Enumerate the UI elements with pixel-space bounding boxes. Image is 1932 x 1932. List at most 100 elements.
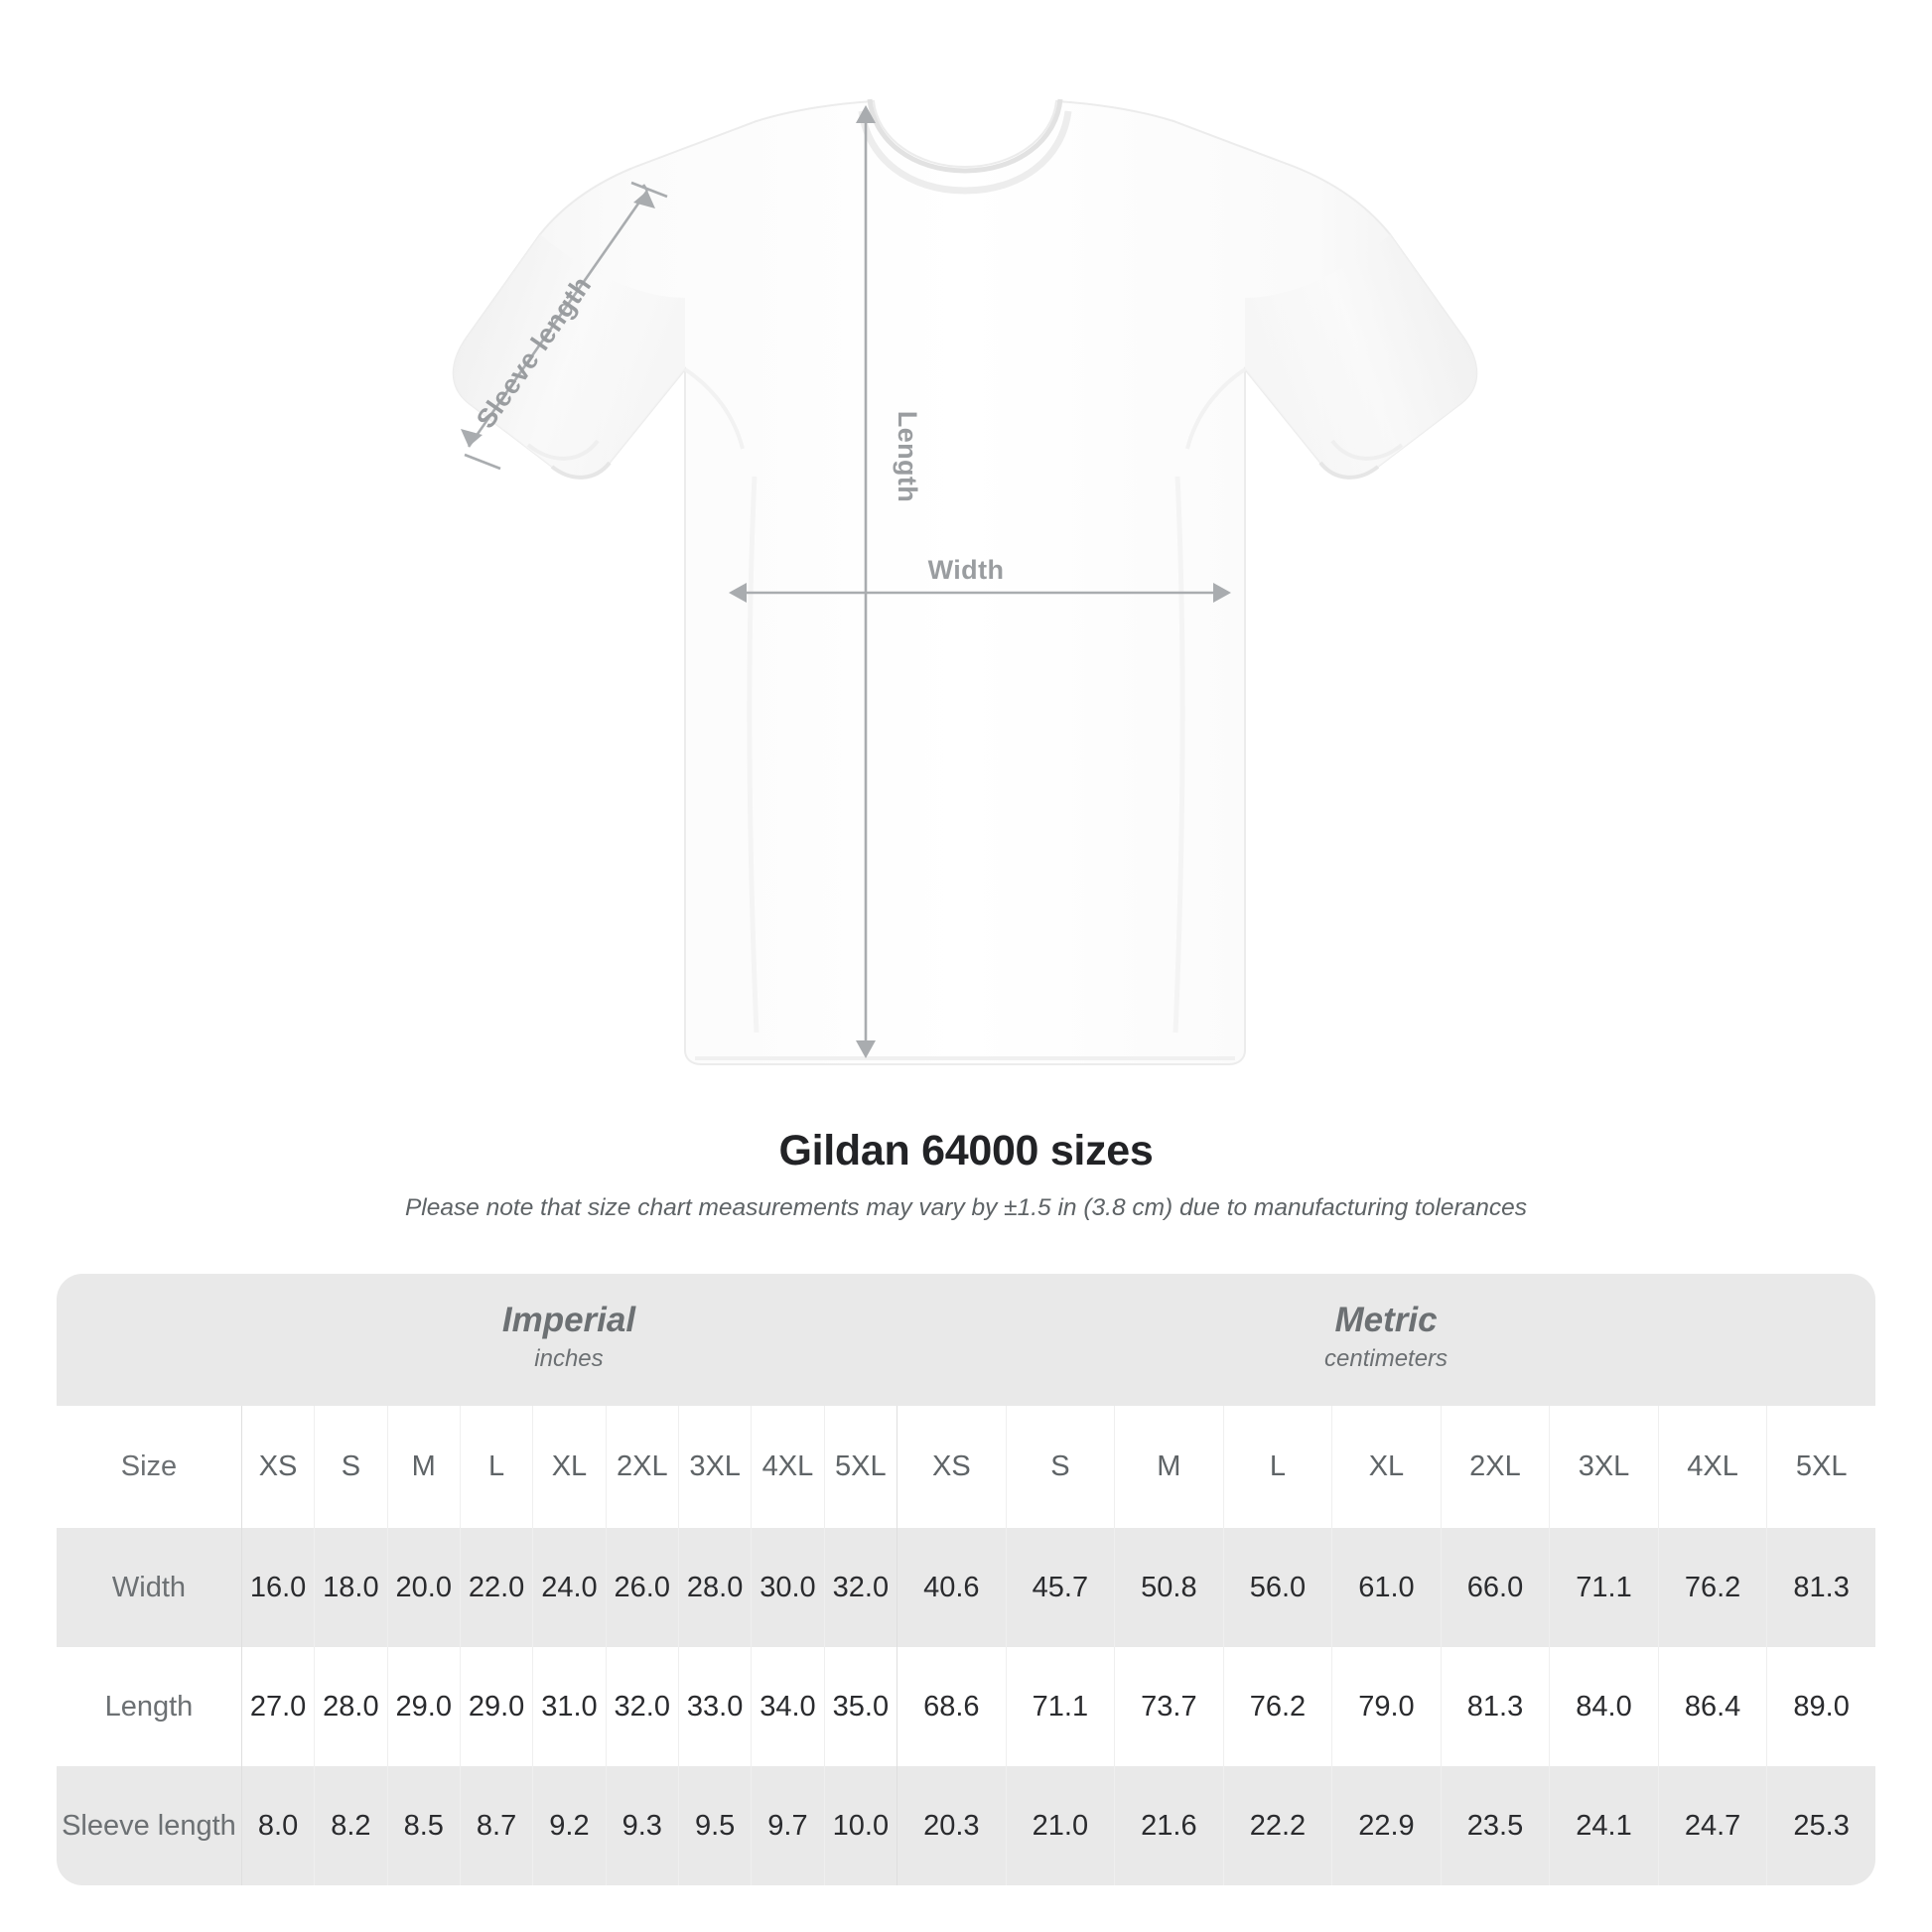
row-label-size: Size [57,1406,241,1528]
cell-length-metric-xl: 79.0 [1331,1647,1441,1766]
size-header-imperial-s: S [314,1406,387,1528]
cell-length-metric-xs: 68.6 [897,1647,1006,1766]
cell-sleeve-imperial-3xl: 9.5 [677,1766,752,1885]
cell-sleeve-metric-xl: 22.9 [1331,1766,1441,1885]
tolerance-note: Please note that size chart measurements… [404,1194,1528,1221]
unit-name-imperial: Imperial [501,1301,636,1340]
size-header-metric-4xl: 4XL [1657,1406,1767,1528]
cell-width-imperial-2xl: 26.0 [605,1528,678,1647]
cell-width-metric-xl: 61.0 [1331,1528,1441,1647]
size-header-metric-l: L [1222,1406,1332,1528]
cell-width-metric-xs: 40.6 [897,1528,1006,1647]
cell-width-imperial-xs: 16.0 [240,1528,315,1647]
cell-sleeve-imperial-5xl: 10.0 [823,1766,897,1885]
size-header-metric-2xl: 2XL [1440,1406,1550,1528]
cell-width-imperial-5xl: 32.0 [823,1528,897,1647]
cell-width-imperial-3xl: 28.0 [677,1528,752,1647]
cell-sleeve-imperial-xl: 9.2 [532,1766,606,1885]
cell-width-metric-l: 56.0 [1222,1528,1332,1647]
size-header-imperial-5xl: 5XL [823,1406,897,1528]
cell-length-imperial-4xl: 34.0 [751,1647,824,1766]
size-header-imperial-3xl: 3XL [677,1406,752,1528]
size-header-metric-xs: XS [897,1406,1006,1528]
cell-length-metric-2xl: 81.3 [1440,1647,1550,1766]
cell-length-imperial-l: 29.0 [459,1647,533,1766]
cell-width-metric-2xl: 66.0 [1440,1528,1550,1647]
cell-length-metric-m: 73.7 [1114,1647,1223,1766]
cell-sleeve-imperial-m: 8.5 [386,1766,460,1885]
unit-name-metric: Metric [1334,1301,1438,1340]
size-header-metric-3xl: 3XL [1549,1406,1658,1528]
page-title: Gildan 64000 sizes [778,1127,1154,1174]
cell-length-imperial-2xl: 32.0 [605,1647,678,1766]
size-header-imperial-xl: XL [532,1406,606,1528]
unit-header-imperial: Imperial inches [240,1274,897,1406]
cell-sleeve-metric-s: 21.0 [1005,1766,1115,1885]
sleeve-length-dimension [461,181,668,471]
row-label-length: Length [57,1647,241,1766]
title-block: Gildan 64000 sizes Please note that size… [0,1127,1932,1222]
table-row-sleeve-length: Sleeve length 8.0 8.2 8.5 8.7 9.2 9.3 9.… [57,1766,1875,1885]
cell-length-metric-5xl: 89.0 [1766,1647,1875,1766]
cell-sleeve-metric-4xl: 24.7 [1657,1766,1767,1885]
tshirt-illustration [452,98,1478,1065]
width-label: Width [928,555,1005,585]
cell-width-metric-s: 45.7 [1005,1528,1115,1647]
unit-header-metric: Metric centimeters [897,1274,1875,1406]
size-header-metric-5xl: 5XL [1766,1406,1875,1528]
cell-sleeve-imperial-4xl: 9.7 [751,1766,824,1885]
length-dimension [856,105,876,1058]
unit-sub-metric: centimeters [1324,1345,1449,1373]
size-header-imperial-m: M [386,1406,460,1528]
cell-sleeve-imperial-l: 8.7 [459,1766,533,1885]
size-header-metric-xl: XL [1331,1406,1441,1528]
unit-header-spacer [57,1274,241,1406]
cell-width-imperial-xl: 24.0 [532,1528,606,1647]
cell-length-metric-3xl: 84.0 [1549,1647,1658,1766]
row-label-sleeve-length: Sleeve length [57,1766,241,1885]
cell-length-imperial-s: 28.0 [314,1647,387,1766]
cell-sleeve-metric-m: 21.6 [1114,1766,1223,1885]
size-header-imperial-l: L [459,1406,533,1528]
cell-length-metric-4xl: 86.4 [1657,1647,1767,1766]
cell-length-imperial-xl: 31.0 [532,1647,606,1766]
cell-width-metric-5xl: 81.3 [1766,1528,1875,1647]
size-header-row: Size XS S M L XL 2XL 3XL 4XL 5XL XS S M … [57,1406,1875,1528]
size-chart-table: Imperial inches Metric centimeters Size … [57,1274,1875,1885]
cell-width-imperial-4xl: 30.0 [751,1528,824,1647]
size-header-imperial-2xl: 2XL [605,1406,678,1528]
cell-length-imperial-3xl: 33.0 [677,1647,752,1766]
cell-sleeve-metric-xs: 20.3 [897,1766,1006,1885]
row-label-width: Width [57,1528,241,1647]
cell-sleeve-imperial-2xl: 9.3 [605,1766,678,1885]
cell-length-imperial-xs: 27.0 [240,1647,315,1766]
cell-width-imperial-s: 18.0 [314,1528,387,1647]
tshirt-diagram: Sleeve length Length Width [452,98,1478,1065]
cell-length-metric-l: 76.2 [1222,1647,1332,1766]
unit-sub-imperial: inches [534,1345,604,1373]
table-row-length: Length 27.0 28.0 29.0 29.0 31.0 32.0 33.… [57,1647,1875,1766]
cell-length-imperial-5xl: 35.0 [823,1647,897,1766]
cell-width-imperial-m: 20.0 [386,1528,460,1647]
length-label: Length [893,411,922,502]
cell-width-metric-m: 50.8 [1114,1528,1223,1647]
cell-length-imperial-m: 29.0 [386,1647,460,1766]
cell-width-metric-4xl: 76.2 [1657,1528,1767,1647]
cell-sleeve-metric-3xl: 24.1 [1549,1766,1658,1885]
table-row-width: Width 16.0 18.0 20.0 22.0 24.0 26.0 28.0… [57,1528,1875,1647]
unit-header-row: Imperial inches Metric centimeters [57,1274,1875,1406]
width-dimension [729,583,1231,603]
cell-width-metric-3xl: 71.1 [1549,1528,1658,1647]
cell-sleeve-imperial-s: 8.2 [314,1766,387,1885]
cell-length-metric-s: 71.1 [1005,1647,1115,1766]
size-header-metric-s: S [1005,1406,1115,1528]
size-header-imperial-4xl: 4XL [751,1406,824,1528]
cell-sleeve-metric-l: 22.2 [1222,1766,1332,1885]
size-header-metric-m: M [1114,1406,1223,1528]
cell-width-imperial-l: 22.0 [459,1528,533,1647]
cell-sleeve-imperial-xs: 8.0 [240,1766,315,1885]
size-table-container: Imperial inches Metric centimeters Size … [57,1274,1875,1885]
size-header-imperial-xs: XS [240,1406,315,1528]
cell-sleeve-metric-5xl: 25.3 [1766,1766,1875,1885]
